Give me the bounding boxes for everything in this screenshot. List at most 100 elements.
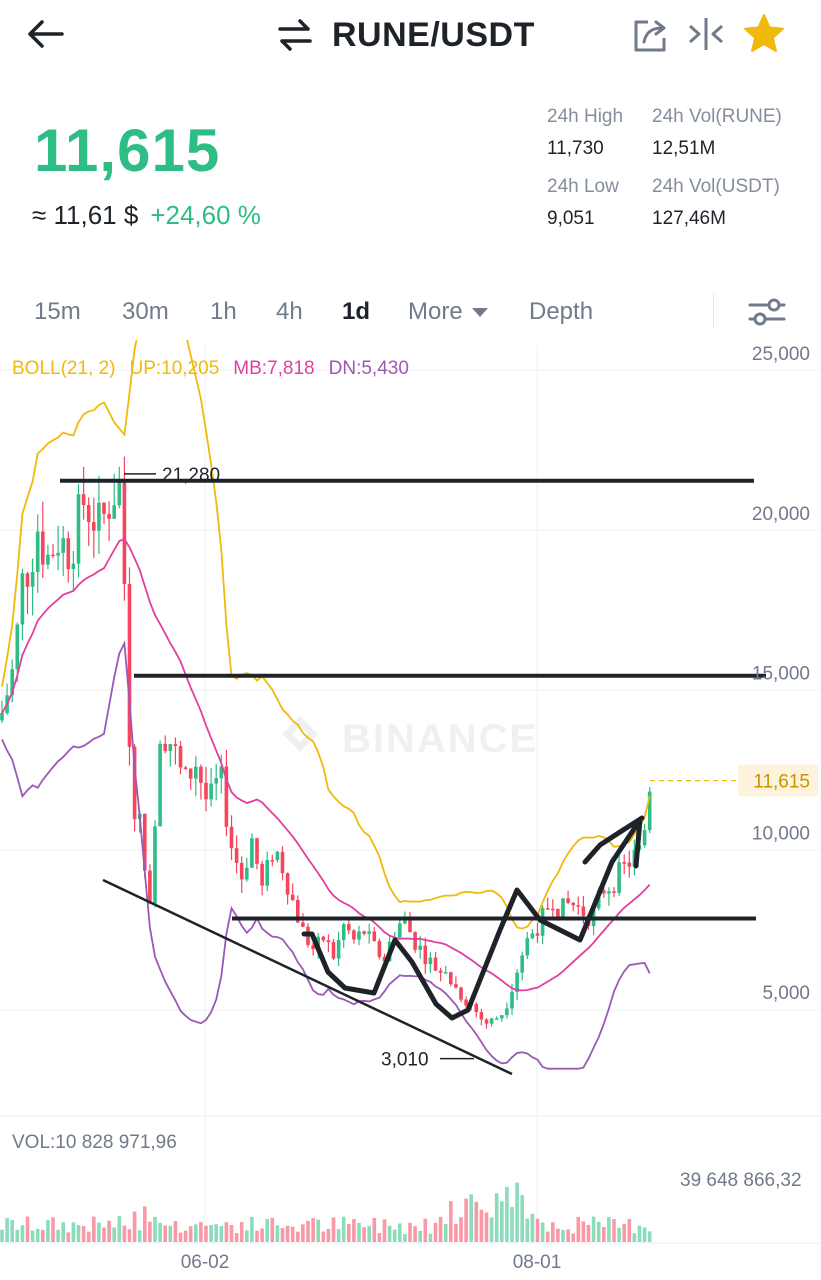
- candle-body: [331, 941, 336, 959]
- vol-base-label: 24h Vol(RUNE): [652, 106, 782, 127]
- volume-bar: [97, 1222, 101, 1242]
- volume-bar: [382, 1219, 387, 1242]
- volume-bar: [194, 1224, 198, 1242]
- volume-bar: [372, 1218, 377, 1242]
- candle-body: [255, 838, 259, 864]
- back-arrow-icon[interactable]: [22, 14, 66, 54]
- candle-body: [311, 945, 315, 950]
- candle-body: [188, 768, 193, 779]
- candle-body: [408, 917, 412, 933]
- tab-divider: [713, 294, 714, 328]
- volume-bar: [239, 1222, 244, 1242]
- volume-bar: [41, 1229, 45, 1242]
- volume-bar: [469, 1194, 473, 1242]
- tab-more[interactable]: More: [408, 298, 489, 326]
- volume-bar: [336, 1229, 341, 1242]
- candle-body: [132, 746, 137, 820]
- volume-bar: [449, 1201, 453, 1242]
- compare-icon[interactable]: [684, 12, 728, 56]
- volume-bar: [132, 1211, 137, 1242]
- candle-body: [153, 826, 157, 904]
- star-icon[interactable]: [742, 12, 786, 56]
- candle-body: [107, 513, 111, 519]
- volume-bar: [530, 1213, 535, 1242]
- candle-body: [280, 851, 285, 874]
- candle-body: [377, 940, 382, 957]
- y-axis-label: 5,000: [762, 983, 810, 1004]
- candle-body: [398, 923, 402, 938]
- volume-bar: [199, 1222, 203, 1242]
- volume-bar: [290, 1226, 295, 1242]
- tab-1h[interactable]: 1h: [210, 298, 237, 325]
- candle-body: [229, 826, 234, 849]
- candle-body: [158, 743, 162, 827]
- candle-body: [454, 984, 458, 988]
- volume-bar: [66, 1232, 71, 1242]
- volume-bar: [296, 1231, 300, 1242]
- tab-15m[interactable]: 15m: [34, 298, 81, 325]
- volume-label: VOL:10 828 971,96: [12, 1132, 177, 1153]
- tab-30m[interactable]: 30m: [122, 298, 169, 325]
- volume-bar: [489, 1217, 494, 1242]
- boll-mb: MB:7,818: [233, 358, 315, 379]
- candle-body: [66, 538, 71, 570]
- volume-bar: [158, 1222, 162, 1242]
- candlestick-chart[interactable]: BINANCE 21,280 3,010 25,000 20,000 15,000 10,0…: [0, 340, 821, 1280]
- volume-bar: [602, 1227, 606, 1242]
- volume-bar: [612, 1219, 616, 1242]
- tab-depth[interactable]: Depth: [529, 298, 594, 325]
- current-price-label: 11,615: [753, 772, 810, 793]
- volume-bar: [418, 1230, 422, 1242]
- volume-bar: [622, 1223, 626, 1242]
- candle-body: [71, 563, 76, 570]
- candle-body: [178, 746, 183, 768]
- volume-bar: [71, 1222, 76, 1242]
- candle-body: [35, 531, 40, 572]
- change-percent: +24,60 %: [150, 200, 261, 230]
- current-price-tag: [738, 764, 818, 797]
- volume-bar: [362, 1227, 366, 1242]
- tab-1d[interactable]: 1d: [342, 298, 371, 325]
- chart-settings-icon[interactable]: [744, 294, 790, 330]
- volume-bar: [280, 1228, 285, 1242]
- candle-body: [367, 931, 371, 934]
- candle-body: [336, 939, 341, 959]
- candle-body: [382, 956, 387, 962]
- volume-bar: [137, 1230, 142, 1242]
- tab-4h[interactable]: 4h: [276, 298, 303, 325]
- volume-bar: [326, 1229, 331, 1242]
- volume-bar: [46, 1220, 50, 1242]
- volume-bar: [367, 1225, 371, 1242]
- candle-body: [622, 862, 626, 864]
- swap-arrows-icon[interactable]: [276, 16, 314, 54]
- volume-bar: [464, 1198, 468, 1242]
- volume-max-label: 39 648 866,32: [680, 1170, 802, 1191]
- volume-bar: [260, 1228, 264, 1242]
- candle-body: [112, 505, 116, 519]
- candle-body: [290, 894, 295, 900]
- volume-bar: [214, 1224, 218, 1242]
- volume-bar: [86, 1231, 91, 1242]
- volume-bar: [331, 1217, 336, 1242]
- candle-body: [479, 1012, 484, 1020]
- volume-bar: [551, 1222, 555, 1242]
- volume-bar: [505, 1186, 509, 1242]
- volume-bar: [209, 1225, 213, 1242]
- volume-bar: [617, 1227, 621, 1242]
- volume-bar: [637, 1225, 642, 1242]
- candle-body: [127, 584, 132, 747]
- candle-body: [301, 922, 305, 927]
- candle-body: [321, 936, 326, 941]
- candle-body: [617, 862, 621, 893]
- candle-body: [566, 898, 570, 903]
- share-icon[interactable]: [628, 12, 672, 56]
- pair-selector[interactable]: RUNE/USDT: [276, 14, 535, 56]
- volume-bar: [459, 1217, 463, 1242]
- volume-bar: [92, 1216, 96, 1242]
- volume-bar: [428, 1233, 433, 1242]
- candle-body: [474, 1003, 479, 1013]
- volume-bar: [540, 1222, 545, 1242]
- volume-bar: [15, 1229, 20, 1242]
- volume-bar: [535, 1218, 540, 1242]
- candle-body: [464, 999, 468, 1006]
